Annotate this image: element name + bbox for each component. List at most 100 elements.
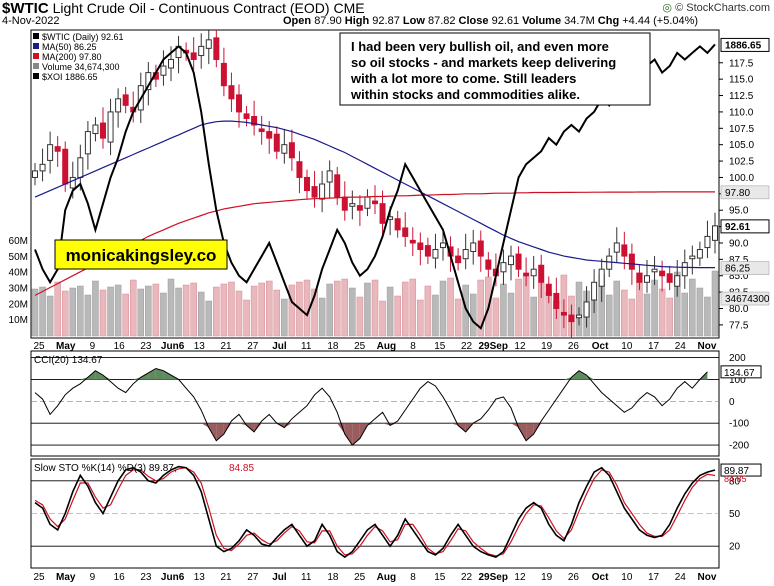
volume-bar (46, 295, 54, 337)
candle-body (258, 128, 265, 133)
volume-bar (379, 300, 386, 337)
x-axis-label: 9 (90, 572, 96, 583)
candle-body (62, 148, 69, 185)
x-axis-label: 15 (434, 572, 446, 583)
volume-bar (356, 296, 364, 337)
volume-bar (605, 294, 613, 337)
sto-title-d: 84.85 (229, 463, 254, 474)
candle-body (432, 249, 439, 259)
x-axis-label: 24 (675, 341, 687, 352)
watermark-text: monicakingsley.co (66, 246, 217, 265)
price-tick-label: 80.0 (729, 304, 749, 315)
candle-body (402, 227, 409, 237)
candle-body (704, 235, 711, 249)
volume-bar (311, 288, 318, 337)
sto-d-value-label: 84.85 (724, 474, 747, 484)
volume-bar (281, 298, 288, 337)
volume-bar (454, 298, 462, 337)
candle-body (455, 255, 462, 264)
candle-body (266, 131, 273, 139)
x-axis-label: 22 (461, 572, 473, 583)
candle-body (644, 275, 650, 283)
volume-bar (386, 286, 394, 337)
x-axis-label: 24 (675, 572, 687, 583)
x-axis-label: Jun6 (161, 572, 185, 583)
volume-label: Volume (522, 15, 562, 27)
price-label-box (720, 185, 770, 200)
price-tick-label: 95.0 (729, 206, 749, 217)
x-axis-label: 27 (247, 572, 259, 583)
x-axis-label: 27 (247, 341, 259, 352)
x-axis-label: 25 (33, 341, 45, 352)
candle-body (515, 253, 522, 270)
ma50-line (34, 120, 715, 269)
ohlc-line: Open 87.90 High 92.87 Low 87.82 Close 92… (283, 15, 698, 27)
x-axis-label: May (56, 572, 76, 583)
price-tick-label: 110.0 (729, 107, 754, 118)
volume-bar (704, 296, 711, 337)
volume-bar (401, 281, 409, 337)
volume-tick-label: 40M (9, 268, 28, 279)
volume-bar (364, 282, 371, 337)
x-axis-label: 18 (327, 572, 339, 583)
volume-bar (439, 280, 447, 337)
price-tick-label: 107.5 (729, 124, 754, 135)
candle-body (349, 203, 356, 207)
volume-bar (160, 292, 167, 337)
cci-oversold-fill (337, 423, 345, 435)
volume-bar (643, 293, 651, 337)
x-axis-label: 18 (327, 341, 339, 352)
volume-value: 34.7M (564, 15, 595, 27)
volume-bar (39, 286, 46, 337)
candle-body (576, 314, 582, 319)
candle-body (107, 111, 114, 143)
panel-frame-2 (30, 350, 720, 457)
x-axis-label: 19 (541, 572, 553, 583)
legend-entry: MA(50) 86.25 (42, 42, 97, 52)
candle-body (553, 292, 560, 310)
candle-body (689, 255, 696, 260)
legend-entry: Volume 34,674,300 (42, 62, 120, 72)
legend-swatch (33, 63, 39, 69)
cci-overbought-fill (563, 377, 572, 380)
candle-body (115, 98, 122, 113)
x-axis-label: 8 (410, 341, 416, 352)
candle-body (84, 131, 91, 155)
high-label: High (344, 15, 370, 27)
volume-bar (469, 293, 477, 337)
x-axis-label: 19 (541, 341, 553, 352)
candle-body (621, 244, 628, 257)
candle-body (288, 142, 295, 159)
candle-body (319, 183, 326, 200)
volume-bar (182, 284, 190, 337)
cci-value-label: 134.67 (724, 368, 755, 379)
candle-body (205, 39, 212, 49)
x-axis-label: 17 (648, 572, 660, 583)
volume-bar (424, 285, 432, 337)
volume-bar (621, 289, 628, 337)
candle-body (372, 200, 378, 205)
candle-body (560, 311, 567, 316)
x-axis-label: Jun6 (161, 341, 185, 352)
candle-body (696, 249, 703, 259)
volume-tick-label: 20M (9, 299, 28, 310)
candle-body (394, 218, 401, 231)
volume-bar (250, 285, 258, 337)
candle-body (523, 272, 530, 277)
volume-bar (394, 295, 401, 337)
legend-swatch (33, 43, 39, 49)
legend-swatch (33, 33, 39, 39)
cci-oversold-fill (284, 423, 292, 428)
cci-line (34, 367, 708, 446)
volume-bar (31, 288, 39, 337)
x-axis-label: 21 (220, 341, 232, 352)
volume-bar (326, 283, 333, 337)
candle-body (424, 245, 431, 257)
legend-entry: MA(200) 97.80 (42, 52, 102, 62)
candle-body (281, 144, 288, 154)
x-axis-label: 17 (648, 341, 660, 352)
cci-title: CCI(20) 134.67 (34, 355, 103, 366)
cci-oversold-fill (511, 423, 519, 428)
cci-overbought-fill (155, 368, 164, 380)
candle-body (334, 174, 341, 198)
